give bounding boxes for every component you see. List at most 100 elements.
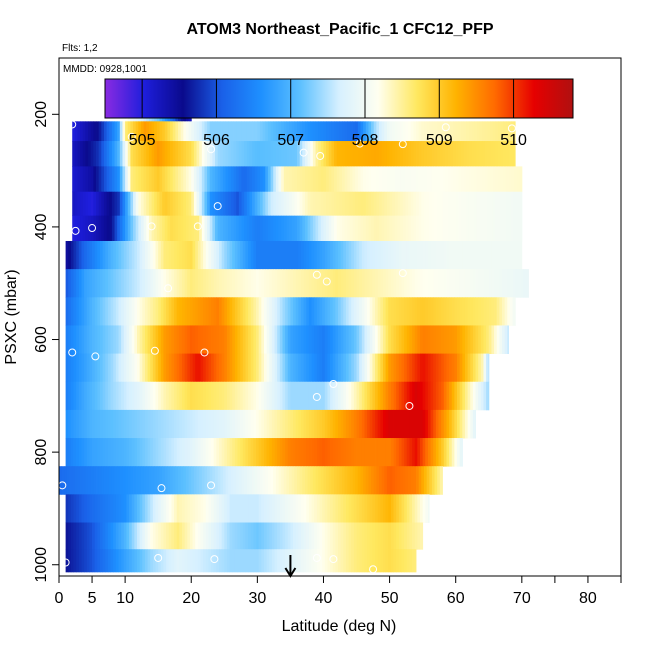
heatmap-cell — [84, 381, 88, 411]
heatmap-cell — [475, 269, 479, 298]
heatmap-cell — [123, 438, 127, 467]
heatmap-cell — [115, 522, 119, 550]
heatmap-cell — [307, 466, 311, 495]
heatmap-cell — [328, 121, 332, 142]
heatmap-cell — [199, 191, 203, 217]
heatmap-cell — [371, 466, 375, 495]
heatmap-cell — [270, 215, 274, 242]
heatmap-cell — [226, 297, 230, 326]
heatmap-cell — [298, 494, 302, 523]
heatmap-cell — [171, 549, 175, 573]
heatmap-cell — [139, 522, 143, 550]
heatmap-cell — [219, 325, 223, 354]
colorbar-tick-label: 507 — [277, 132, 304, 149]
heatmap-cell — [402, 466, 406, 495]
heatmap-cell — [327, 409, 331, 439]
heatmap-cell — [482, 141, 486, 167]
heatmap-cell — [93, 121, 97, 142]
heatmap-cell — [167, 466, 171, 495]
heatmap-cell — [468, 121, 472, 142]
heatmap-cell — [219, 494, 223, 523]
mmdd-label: MMDD: 0928,1001 — [63, 64, 147, 75]
heatmap-cell — [187, 494, 191, 523]
heatmap-cell — [99, 353, 104, 383]
heatmap-cell — [462, 269, 466, 298]
heatmap-cell — [211, 269, 215, 298]
heatmap-cell — [86, 409, 90, 439]
heatmap-cell — [277, 438, 281, 467]
heatmap-cell — [97, 522, 101, 550]
heatmap-cell — [234, 409, 238, 439]
heatmap-cell — [188, 466, 192, 495]
heatmap-cell — [361, 409, 365, 439]
heatmap-cell — [457, 438, 461, 467]
heatmap-cell — [127, 141, 131, 167]
heatmap-cell — [208, 438, 212, 467]
heatmap-cell — [258, 494, 262, 523]
heatmap-cell — [110, 381, 114, 411]
heatmap-cell — [240, 494, 244, 523]
heatmap-cell — [300, 549, 305, 573]
sample-point — [127, 132, 136, 141]
heatmap-cell — [156, 141, 160, 167]
heatmap-cell — [234, 522, 238, 550]
heatmap-cell — [349, 191, 353, 217]
heatmap-cell — [234, 438, 238, 467]
heatmap-cell — [400, 215, 404, 242]
heatmap-cell — [360, 215, 364, 242]
heatmap-cell — [433, 269, 437, 298]
heatmap-cell — [191, 215, 195, 242]
heatmap-cell — [263, 325, 268, 354]
heatmap-cell — [316, 353, 320, 383]
heatmap-cell — [404, 494, 408, 523]
heatmap-cell — [163, 494, 167, 523]
heatmap-cell — [412, 240, 416, 270]
heatmap-cell — [184, 438, 188, 467]
heatmap-cell — [349, 121, 353, 142]
heatmap-cell — [367, 297, 371, 326]
heatmap-cell — [308, 381, 312, 411]
heatmap-cell — [516, 191, 520, 217]
heatmap-cell — [499, 297, 503, 326]
heatmap-cell — [121, 438, 125, 467]
sample-point — [91, 352, 100, 361]
heatmap-cell — [283, 215, 287, 242]
heatmap-cell — [439, 141, 443, 167]
heatmap-cell — [312, 466, 316, 495]
heatmap-cell — [82, 466, 86, 495]
heatmap-cell — [258, 522, 262, 550]
heatmap-cell — [441, 381, 445, 411]
heatmap-cell — [364, 494, 368, 523]
layer-500mbar — [65, 269, 529, 298]
heatmap-cell — [373, 141, 377, 167]
heatmap-cell — [417, 522, 421, 550]
heatmap-cell — [144, 522, 148, 550]
heatmap-cell — [327, 325, 331, 354]
heatmap-cell — [216, 353, 220, 383]
heatmap-cell — [343, 381, 347, 411]
heatmap-cell — [171, 438, 175, 467]
heatmap-cell — [330, 269, 334, 298]
heatmap-cell — [228, 466, 232, 495]
heatmap-cell — [118, 297, 122, 326]
heatmap-cell — [279, 494, 283, 523]
heatmap-cell — [253, 549, 257, 573]
heatmap-cell — [385, 494, 389, 523]
heatmap-cell — [293, 240, 297, 270]
heatmap-cell — [335, 438, 339, 467]
heatmap-cell — [179, 297, 183, 326]
heatmap-cell — [68, 325, 72, 354]
heatmap-cell — [295, 381, 299, 411]
heatmap-cell — [341, 121, 346, 142]
heatmap-cell — [139, 494, 143, 523]
heatmap-cell — [212, 215, 216, 242]
heatmap-cell — [455, 166, 459, 193]
heatmap-cell — [484, 215, 488, 242]
heatmap-cell — [196, 191, 200, 217]
heatmap-cell — [81, 240, 85, 270]
heatmap-cell — [332, 409, 336, 439]
heatmap-cell — [397, 191, 401, 217]
heatmap-cell — [85, 141, 89, 167]
heatmap-cell — [146, 121, 150, 142]
heatmap-cell — [402, 166, 406, 193]
